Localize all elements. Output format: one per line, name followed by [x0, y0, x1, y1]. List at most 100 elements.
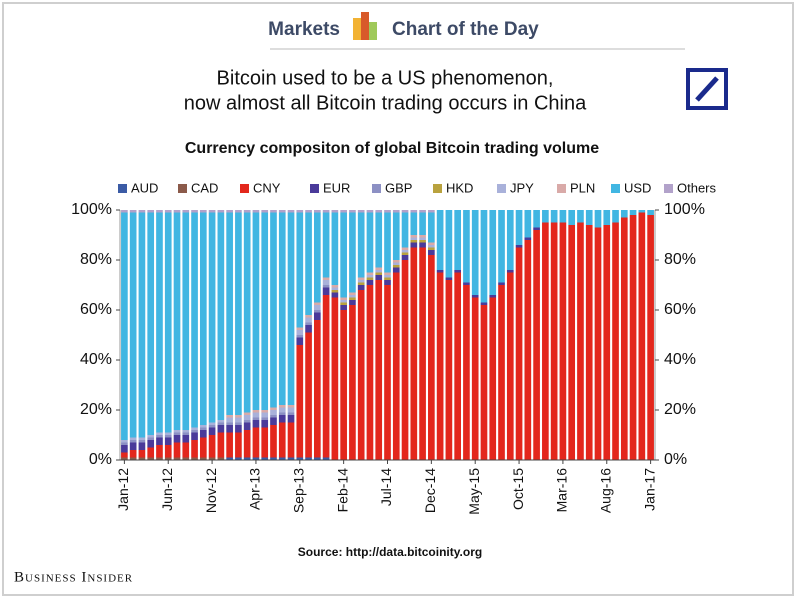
bar-segment	[243, 420, 251, 423]
bar-segment	[287, 457, 295, 460]
bar-segment	[612, 222, 619, 460]
bar-segment	[340, 302, 347, 305]
bar-segment	[261, 212, 269, 410]
x-tick-label: Apr-13	[247, 468, 263, 510]
y2-tick-label: 80%	[664, 251, 696, 268]
y2-tick-label: 40%	[664, 351, 696, 368]
bar-segment	[568, 225, 576, 460]
bar-segment	[226, 415, 233, 418]
x-tick-label: Oct-15	[510, 468, 526, 510]
bar-segment	[533, 210, 540, 228]
bar-segment	[638, 210, 646, 213]
bar-segment	[305, 212, 312, 315]
bar-segment	[243, 210, 251, 213]
x-tick-label: Jan-17	[641, 468, 657, 511]
bar-segment	[410, 210, 418, 213]
bar-segment	[226, 210, 233, 213]
bar-segment	[533, 230, 540, 460]
legend-label: CNY	[253, 180, 281, 195]
bar-segment	[226, 422, 233, 425]
x-tick-label: Jun-12	[159, 468, 175, 511]
bar-segment	[410, 212, 418, 235]
bar-segment	[296, 337, 304, 345]
bar-segment	[314, 302, 321, 305]
bar-segment	[506, 272, 514, 460]
bar-segment	[138, 457, 146, 460]
bar-segment	[471, 295, 479, 298]
y2-tick-label: 100%	[664, 201, 705, 218]
bar-segment	[191, 210, 198, 213]
legend-label: USD	[624, 180, 651, 195]
bar-segment	[296, 335, 304, 338]
bar-segment	[550, 210, 558, 223]
legend-label: EUR	[323, 180, 350, 195]
bar-segment	[191, 440, 198, 458]
bar-segment	[419, 210, 426, 213]
legend-swatch	[557, 184, 566, 193]
legend-label: Others	[677, 180, 717, 195]
y-tick-label: 0%	[89, 451, 112, 468]
bar-segment	[252, 410, 260, 413]
bar-segment	[620, 217, 628, 460]
bar-segment	[199, 430, 207, 438]
bar-segment	[384, 275, 391, 278]
bar-segment	[314, 320, 321, 458]
bar-segment	[603, 210, 611, 225]
bar-segment	[428, 242, 435, 245]
bar-segment	[401, 255, 409, 260]
bar-segment	[612, 210, 619, 223]
bar-segment	[305, 322, 312, 325]
bar-segment	[138, 212, 146, 438]
bar-segment	[252, 412, 260, 418]
bar-segment	[375, 212, 383, 268]
bar-segment	[173, 210, 181, 213]
bar-segment	[164, 432, 172, 435]
bar-segment	[314, 210, 321, 213]
bar-segment	[173, 430, 181, 433]
bar-segment	[445, 210, 453, 278]
bar-segment	[121, 440, 128, 443]
bar-segment	[577, 210, 584, 223]
legend-swatch	[240, 184, 249, 193]
bar-segment	[401, 210, 409, 213]
bar-segment	[489, 297, 497, 460]
bar-segment	[410, 242, 418, 248]
x-tick-label: Aug-16	[597, 468, 613, 513]
bar-segment	[270, 457, 277, 460]
bar-segment	[419, 242, 426, 248]
bar-segment	[129, 437, 137, 440]
y-tick-label: 100%	[71, 201, 112, 218]
source: Source: http://data.bitcoinity.org	[298, 545, 482, 559]
bar-segment	[428, 212, 435, 243]
bar-segment	[322, 210, 330, 213]
bar-segment	[208, 427, 216, 435]
bar-segment	[217, 425, 225, 433]
bar-segment	[489, 210, 497, 295]
bar-segment	[147, 437, 155, 440]
bar-segment	[261, 420, 269, 428]
bar-segment	[463, 282, 470, 285]
bar-segment	[401, 212, 409, 248]
bar-segment	[278, 422, 286, 458]
bar-segment	[173, 435, 181, 443]
bar-segment	[357, 210, 365, 213]
bar-segment	[357, 282, 365, 285]
legend-swatch	[118, 184, 127, 193]
bar-segment	[506, 270, 514, 273]
bar-segment	[392, 265, 400, 268]
bar-segment	[129, 457, 137, 460]
bar-segment	[296, 345, 304, 458]
bar-segment	[340, 210, 347, 213]
bar-segment	[375, 210, 383, 213]
bar-segment	[314, 305, 321, 310]
bar-segment	[498, 210, 505, 283]
bar-segment	[366, 275, 374, 278]
bar-segment	[515, 247, 523, 460]
bar-segment	[156, 457, 163, 460]
x-tick-label: May-15	[466, 468, 482, 515]
bar-segment	[340, 305, 347, 310]
bar-segment	[542, 210, 549, 223]
bar-segment	[191, 212, 198, 428]
bar-segment	[156, 445, 163, 458]
